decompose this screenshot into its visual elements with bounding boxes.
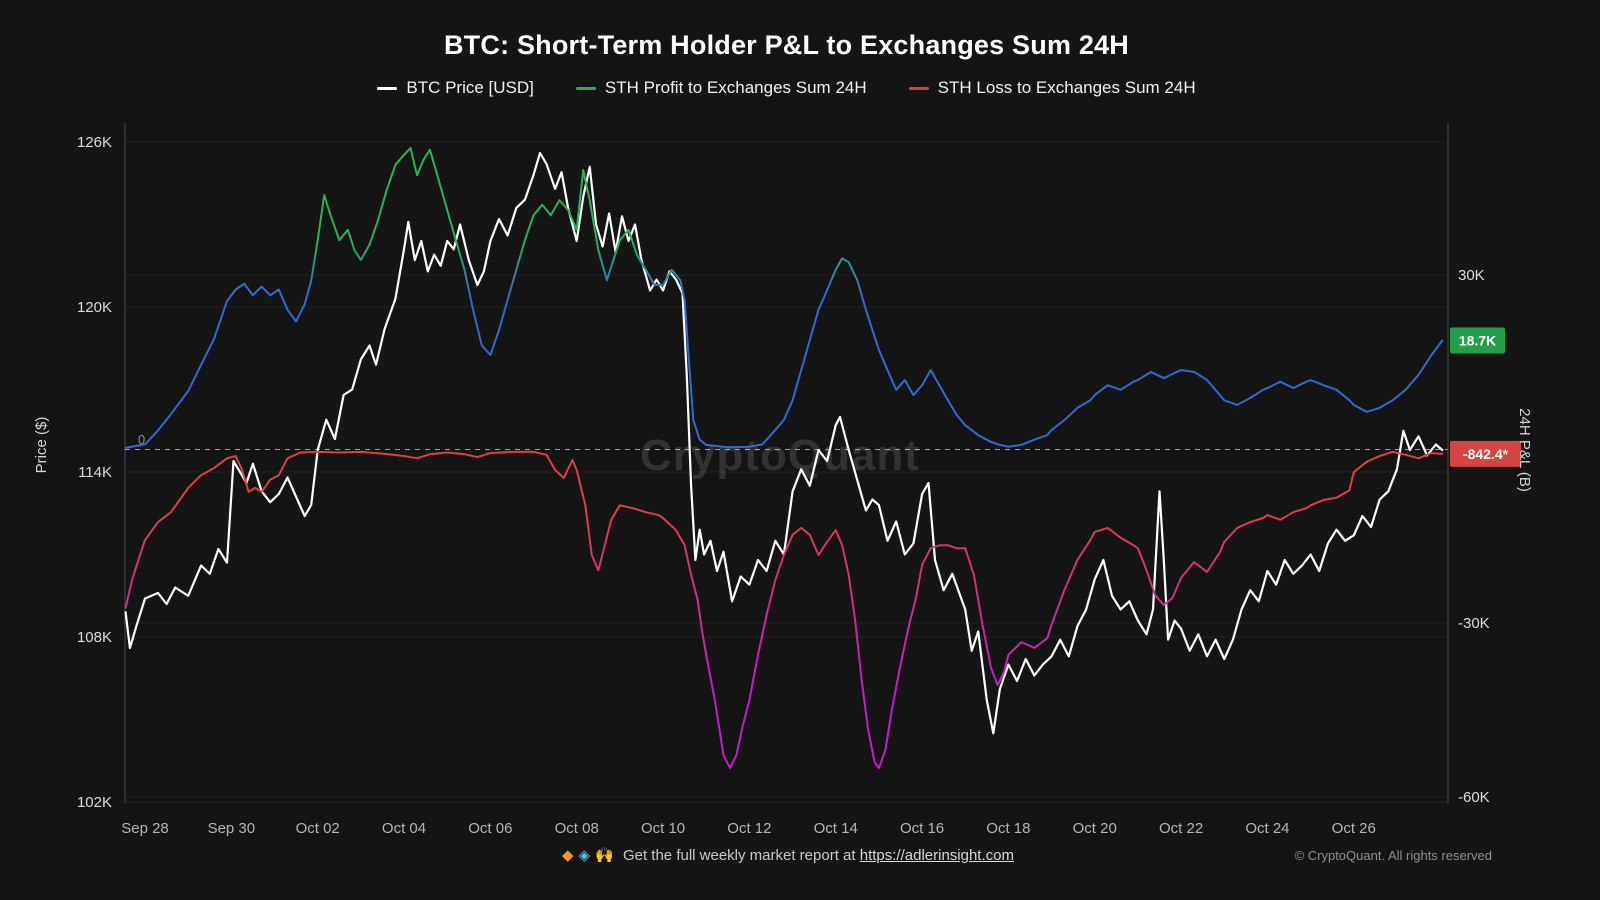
- legend-label-sth-loss: STH Loss to Exchanges Sum 24H: [937, 78, 1196, 97]
- last-value-badge-sth-profit: 18.7K: [1450, 327, 1505, 354]
- pnl-tick-label: 30K: [1458, 267, 1485, 284]
- series-lines: [124, 147, 1444, 769]
- x-tick-label: Oct 02: [296, 820, 340, 837]
- legend-item-sth-profit[interactable]: STH Profit to Exchanges Sum 24H: [575, 78, 867, 98]
- adlerinsight-link[interactable]: https://adlerinsight.com: [859, 847, 1014, 864]
- x-tick-label: Oct 14: [814, 820, 858, 837]
- price-tick-label: 114K: [78, 464, 112, 481]
- price-tick-label: 108K: [77, 629, 112, 646]
- x-tick-label: Oct 20: [1073, 820, 1117, 837]
- last-value-badge-sth-loss: -842.4*: [1450, 440, 1521, 467]
- series-line-sth-loss: [124, 450, 1444, 769]
- x-tick-label: Oct 04: [382, 820, 426, 837]
- copyright-notice: © CryptoQuant. All rights reserved: [1294, 848, 1492, 863]
- x-tick-label: Oct 16: [900, 820, 944, 837]
- price-tick-label: 126K: [77, 134, 112, 151]
- x-tick-label: Oct 24: [1245, 820, 1289, 837]
- x-tick-label: Oct 08: [555, 820, 599, 837]
- legend-item-btc-price[interactable]: BTC Price [USD]: [377, 78, 534, 98]
- legend-label-btc-price: BTC Price [USD]: [406, 78, 534, 97]
- series-line-sth-profit: [124, 147, 1444, 449]
- series-line-btc-price: [124, 151, 1444, 735]
- gridlines: [125, 141, 1448, 803]
- x-tick-label: Oct 12: [727, 820, 771, 837]
- x-tick-label: Oct 26: [1332, 820, 1376, 837]
- orange-diamond-icon: ◆: [562, 847, 574, 864]
- svg-text:-842.4*: -842.4*: [1463, 446, 1509, 462]
- x-tick-label: Sep 30: [208, 820, 256, 837]
- footer-icons: ◆ ◈ 🙌: [562, 847, 619, 864]
- x-tick-label: Oct 22: [1159, 820, 1203, 837]
- gem-icon: ◈: [578, 847, 591, 864]
- price-axis-title: Price ($): [33, 417, 50, 474]
- last-value-badges: 18.7K -842.4*: [1450, 327, 1521, 467]
- legend-item-sth-loss[interactable]: STH Loss to Exchanges Sum 24H: [908, 78, 1196, 98]
- footer-message: ◆ ◈ 🙌 Get the full weekly market report at…: [0, 846, 1576, 864]
- footer-text: Get the full weekly market report at: [622, 847, 856, 864]
- btc-price-line-swatch: [377, 86, 398, 90]
- chart-title: BTC: Short-Term Holder P&L to Exchanges …: [443, 30, 1129, 60]
- zero-line-label: 0: [138, 432, 145, 447]
- x-tick-label: Oct 10: [641, 820, 685, 837]
- pnl-tick-label: -60K: [1458, 789, 1490, 806]
- sth-profit-line-swatch: [575, 86, 596, 90]
- x-tick-label: Oct 18: [986, 820, 1030, 837]
- svg-text:18.7K: 18.7K: [1459, 333, 1496, 349]
- pnl-tick-label: -30K: [1458, 615, 1490, 632]
- sth-loss-line-swatch: [908, 86, 929, 90]
- price-tick-label: 102K: [77, 794, 112, 811]
- price-tick-label: 120K: [77, 299, 112, 316]
- raised-hands-icon: 🙌: [595, 847, 614, 864]
- x-tick-label: Sep 28: [121, 820, 169, 837]
- chart-legend: BTC Price [USD] STH Profit to Exchanges …: [0, 78, 1573, 98]
- x-tick-label: Oct 06: [468, 820, 512, 837]
- legend-label-sth-profit: STH Profit to Exchanges Sum 24H: [604, 78, 867, 97]
- cryptoquant-watermark: CryptoQuant: [640, 431, 920, 480]
- pnl-axis-title: 24H P&L (B): [1516, 408, 1533, 492]
- axis-tick-labels: 126K 120K 114K 108K 102K 30K -30K -60K Sep 28 Sep…: [77, 134, 1490, 837]
